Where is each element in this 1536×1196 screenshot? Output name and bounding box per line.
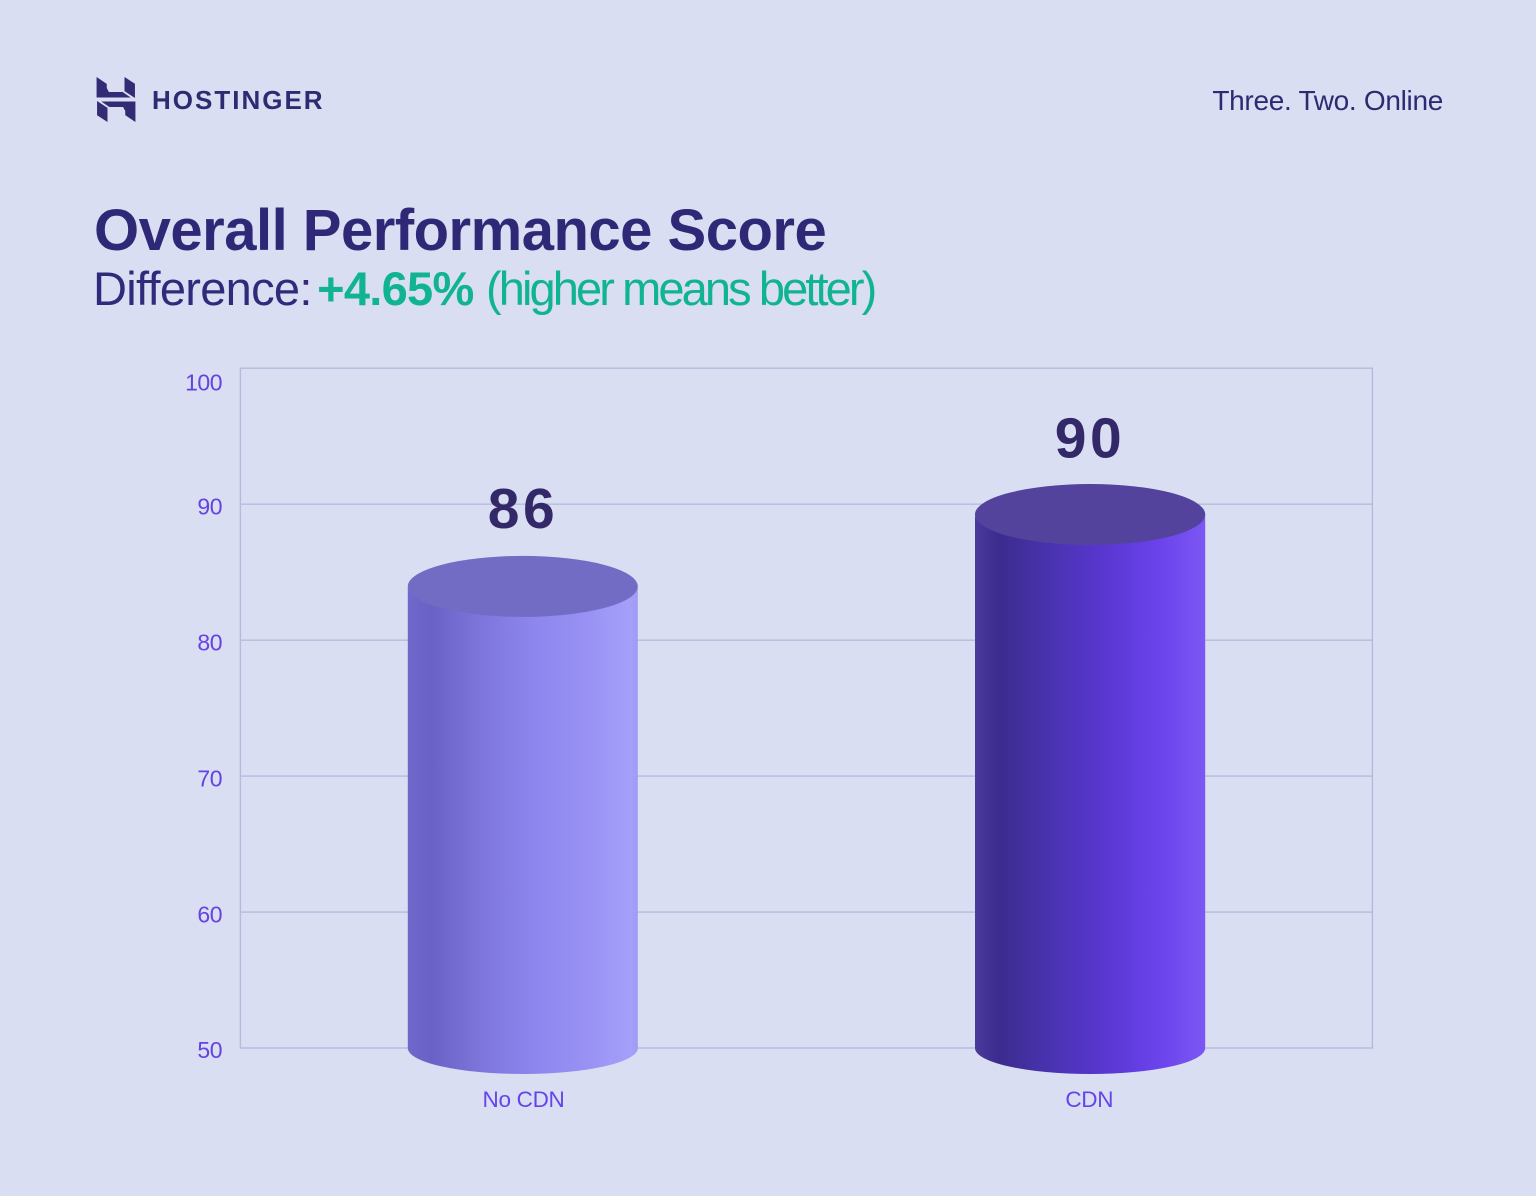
- svg-text:80: 80: [197, 630, 222, 656]
- svg-text:86: 86: [488, 477, 558, 541]
- svg-text:100: 100: [185, 369, 222, 395]
- svg-text:70: 70: [197, 766, 222, 792]
- svg-text:90: 90: [1055, 406, 1125, 470]
- svg-text:60: 60: [197, 902, 222, 928]
- svg-text:90: 90: [197, 494, 222, 520]
- svg-text:50: 50: [197, 1037, 222, 1063]
- svg-text:No CDN: No CDN: [483, 1087, 565, 1112]
- svg-text:CDN: CDN: [1065, 1087, 1113, 1112]
